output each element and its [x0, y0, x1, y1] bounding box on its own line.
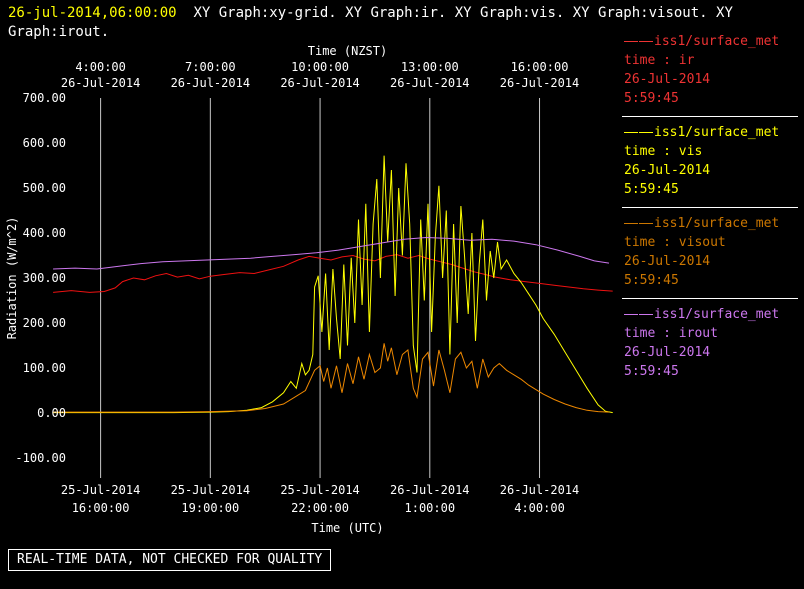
- legend-time: 5:59:45: [624, 91, 679, 106]
- bottom-axis-tick-time: 1:00:00: [405, 501, 456, 515]
- legend-field: time : irout: [624, 326, 718, 341]
- ir-line-swatch-icon: [624, 41, 638, 42]
- realtime-data-banner: REAL-TIME DATA, NOT CHECKED FOR QUALITY: [8, 549, 332, 571]
- bottom-axis-tick-time: 4:00:00: [514, 501, 565, 515]
- legend-source: iss1/surface_met: [624, 32, 796, 51]
- top-axis-tick-date: 26-Jul-2014: [390, 76, 469, 90]
- bottom-axis-tick-date: 26-Jul-2014: [390, 483, 469, 497]
- legend-date: 26-Jul-2014: [624, 163, 711, 178]
- y-axis-tick-label: 500.00: [23, 181, 66, 195]
- bottom-axis-tick-date: 25-Jul-2014: [61, 483, 140, 497]
- y-axis-tick-label: -100.00: [15, 451, 66, 465]
- bottom-axis-title: Time (UTC): [311, 521, 383, 535]
- top-axis-tick-date: 26-Jul-2014: [171, 76, 250, 90]
- graph-name-list-text: XY Graph:xy-grid. XY Graph:ir. XY Graph:…: [193, 5, 733, 21]
- title-line-2: Graph:irout.: [8, 24, 110, 40]
- legend-date: 26-Jul-2014: [624, 72, 711, 87]
- top-axis-tick-date: 26-Jul-2014: [61, 76, 140, 90]
- legend-date: 26-Jul-2014: [624, 345, 711, 360]
- irout-line-swatch-icon: [624, 314, 638, 315]
- legend-entry-visout: iss1/surface_met time : visout 26-Jul-20…: [622, 207, 798, 298]
- legend-panel: iss1/surface_met time : ir 26-Jul-2014 5…: [622, 26, 798, 389]
- title-line-1: 26-jul-2014,06:00:00 XY Graph:xy-grid. X…: [8, 4, 800, 23]
- series-ir-trace: [53, 254, 613, 293]
- legend-entry-ir: iss1/surface_met time : ir 26-Jul-2014 5…: [622, 26, 798, 116]
- series-irout-trace: [53, 236, 610, 270]
- bottom-axis-tick-date: 25-Jul-2014: [280, 483, 359, 497]
- title-bar: 26-jul-2014,06:00:00 XY Graph:xy-grid. X…: [8, 4, 800, 42]
- y-axis-tick-label: 600.00: [23, 136, 66, 150]
- y-axis-title: Radiation (W/m^2): [5, 217, 19, 340]
- current-timestamp: 26-jul-2014,06:00:00: [8, 5, 177, 21]
- vis-line-swatch-icon: [624, 132, 638, 133]
- legend-field: time : ir: [624, 53, 695, 68]
- top-axis-tick-time: 16:00:00: [511, 60, 569, 74]
- top-axis-tick-time: 7:00:00: [185, 60, 236, 74]
- legend-time: 5:59:45: [624, 364, 679, 379]
- bottom-axis-tick-date: 26-Jul-2014: [500, 483, 579, 497]
- ir-line-swatch-icon2: [639, 41, 653, 42]
- legend-date: 26-Jul-2014: [624, 254, 711, 269]
- bottom-axis-tick-time: 16:00:00: [72, 501, 130, 515]
- y-axis-tick-label: 700.00: [23, 91, 66, 105]
- bottom-axis-tick-time: 19:00:00: [181, 501, 239, 515]
- top-axis-tick-time: 13:00:00: [401, 60, 459, 74]
- visout-line-swatch-icon: [624, 223, 638, 224]
- top-axis-tick-date: 26-Jul-2014: [280, 76, 359, 90]
- legend-entry-vis: iss1/surface_met time : vis 26-Jul-2014 …: [622, 116, 798, 207]
- top-axis-tick-time: 10:00:00: [291, 60, 349, 74]
- top-axis-tick-date: 26-Jul-2014: [500, 76, 579, 90]
- legend-field: time : vis: [624, 144, 703, 159]
- xy-plot[interactable]: 4:00:00 26-Jul-2014 25-Jul-2014 16:00:00 7:0…: [0, 0, 804, 545]
- irout-line-swatch-icon2: [639, 314, 653, 315]
- legend-source: iss1/surface_met: [624, 214, 796, 233]
- visout-line-swatch-icon2: [639, 223, 653, 224]
- axis-label-layer: 4:00:00 26-Jul-2014 25-Jul-2014 16:00:00 7:0…: [5, 44, 579, 535]
- legend-time: 5:59:45: [624, 182, 679, 197]
- series-vis-trace: [53, 155, 613, 414]
- series-visout-trace: [53, 343, 610, 413]
- legend-source: iss1/surface_met: [624, 123, 796, 142]
- top-axis-title: Time (NZST): [308, 44, 387, 58]
- y-axis-tick-label: 300.00: [23, 271, 66, 285]
- legend-source: iss1/surface_met: [624, 305, 796, 324]
- legend-entry-irout: iss1/surface_met time : irout 26-Jul-201…: [622, 298, 798, 389]
- graph-name-list: [177, 5, 194, 21]
- y-axis-tick-label: 200.00: [23, 316, 66, 330]
- trace-layer: [53, 155, 613, 414]
- legend-field: time : visout: [624, 235, 726, 250]
- legend-time: 5:59:45: [624, 273, 679, 288]
- bottom-axis-tick-time: 22:00:00: [291, 501, 349, 515]
- top-axis-tick-time: 4:00:00: [75, 60, 126, 74]
- vis-line-swatch-icon2: [639, 132, 653, 133]
- bottom-axis-tick-date: 25-Jul-2014: [171, 483, 250, 497]
- y-axis-tick-label: 400.00: [23, 226, 66, 240]
- y-axis-tick-label: 0.00: [37, 406, 66, 420]
- y-axis-tick-label: 100.00: [23, 361, 66, 375]
- grid-layer: [100, 98, 541, 478]
